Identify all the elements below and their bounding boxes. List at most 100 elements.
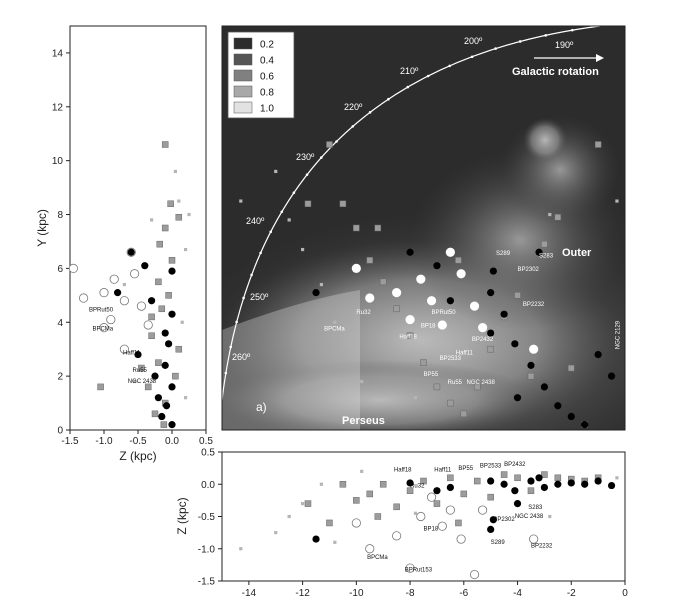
bottom-cluster-label: BP55 — [458, 466, 473, 472]
legend-label: 0.6 — [260, 72, 274, 83]
left-point-grey-square — [148, 332, 155, 339]
left-point-grey-square — [161, 141, 169, 148]
bottom-point-grey-square — [460, 490, 468, 498]
bottom-cluster-label: BPCMa — [367, 555, 388, 561]
bottom-point-grey-square — [366, 490, 374, 498]
bottom-point-open-circle — [416, 511, 426, 522]
main-point-filled-black — [527, 361, 535, 369]
main-cluster-label: NGC 2438 — [466, 380, 495, 386]
left-point-grey-square — [160, 421, 168, 428]
left-point-filled-black — [158, 412, 166, 421]
left-point-filled-black — [168, 267, 176, 275]
left-point-grey-square — [97, 383, 104, 391]
main-point-open-circle — [478, 323, 488, 333]
bottom-point-small-grey — [548, 514, 552, 519]
longitude-tick — [544, 34, 548, 37]
left-panel-marks — [68, 141, 191, 429]
left-point-grey-square — [168, 257, 176, 264]
main-point-small-grey — [615, 199, 619, 203]
main-point-open-circle — [529, 344, 539, 354]
outer-arm-label: Outer — [562, 247, 592, 259]
bottom-point-filled-black — [540, 483, 549, 492]
bottom-point-filled-black — [581, 480, 589, 488]
main-cluster-label: Haff11 — [456, 351, 474, 357]
bottom-ytick-label: 0.5 — [201, 448, 215, 459]
main-point-grey-square — [527, 372, 535, 380]
bottom-cluster-label: BP2432 — [504, 462, 526, 468]
left-ytick-label: 2 — [57, 372, 63, 383]
bottom-point-grey-square — [433, 500, 441, 507]
lon-190: 190º — [555, 40, 574, 50]
main-point-open-circle — [416, 274, 426, 284]
left-point-small-grey — [150, 218, 154, 222]
bottom-cluster-label: BPRut153 — [405, 567, 433, 573]
bottom-xtick-label: -12 — [295, 588, 310, 599]
main-point-grey-square — [487, 345, 494, 353]
left-point-open-circle — [130, 269, 140, 279]
bottom-point-filled-black — [607, 481, 616, 490]
bottom-point-grey-square — [527, 487, 535, 494]
main-point-filled-black — [500, 310, 508, 318]
left-ytick-label: 12 — [52, 102, 64, 113]
lon-230: 230º — [296, 152, 315, 162]
longitude-tick — [406, 85, 410, 89]
left-point-open-circle — [143, 320, 153, 330]
lon-240: 240º — [246, 216, 265, 226]
main-point-small-grey — [239, 199, 243, 203]
main-point-open-circle — [405, 314, 415, 325]
main-point-open-circle — [392, 288, 402, 298]
left-point-grey-square — [155, 359, 162, 366]
longitude-tick — [494, 47, 497, 50]
left-point-small-grey — [187, 212, 191, 217]
left-point-grey-square — [165, 292, 172, 299]
left-point-filled-black — [154, 394, 162, 402]
bottom-point-small-grey — [287, 514, 291, 519]
bottom-point-filled-black — [406, 479, 414, 487]
left-ytick-label: 0 — [57, 426, 63, 437]
longitude-ticks — [224, 28, 574, 375]
main-cluster-label: Ru32 — [356, 310, 371, 316]
left-ytick-label: 6 — [57, 264, 63, 275]
left-point-small-grey — [173, 169, 177, 174]
main-cluster-label: BP2232 — [523, 302, 545, 308]
left-cluster-label: Ru55 — [133, 368, 148, 374]
main-point-filled-black — [535, 248, 543, 256]
main-panel-frame — [221, 25, 626, 431]
left-point-small-grey — [180, 320, 184, 324]
main-point-grey-square — [594, 141, 602, 148]
bottom-point-open-circle — [405, 563, 415, 573]
bottom-point-grey-square — [326, 519, 333, 527]
left-ylabel: Y (kpc) — [35, 209, 49, 247]
main-point-filled-black — [513, 394, 522, 402]
perseus-arm-label: Perseus — [342, 415, 385, 427]
main-point-grey-square — [326, 141, 333, 148]
left-xtick-label: 0.0 — [165, 436, 179, 447]
bottom-xtick-label: -4 — [513, 588, 522, 599]
bottom-point-open-circle — [437, 521, 447, 531]
bottom-point-grey-square — [393, 503, 400, 511]
left-point-filled-black — [168, 310, 176, 318]
main-point-filled-black — [594, 350, 602, 359]
bottom-point-open-circle — [445, 505, 455, 515]
main-point-small-grey — [548, 212, 552, 217]
bottom-cluster-label: Ru32 — [410, 483, 425, 489]
lon-220: 220º — [344, 102, 363, 112]
longitude-tick — [235, 320, 238, 324]
bottom-point-open-circle — [456, 534, 466, 544]
main-cluster-label: Ru55 — [448, 380, 463, 386]
main-point-open-circle — [469, 301, 480, 311]
main-point-filled-black — [554, 402, 562, 410]
bottom-point-filled-black — [527, 477, 535, 485]
left-point-open-circle — [119, 344, 130, 354]
bottom-point-grey-square — [406, 487, 414, 494]
bottom-point-grey-square — [500, 471, 508, 478]
left-point-filled-black — [148, 297, 156, 305]
bottom-point-filled-black — [567, 479, 575, 487]
left-cluster-label: BPRut50 — [89, 307, 114, 313]
main-cluster-label: BPCMa — [324, 326, 345, 332]
main-panel: 0.2 0.4 0.6 0.8 1.0 190º 200º 210º 220º 230º… — [221, 25, 626, 431]
main-point-filled-black — [489, 267, 497, 275]
bottom-point-filled-black — [487, 477, 495, 485]
bottom-point-small-grey — [360, 469, 364, 473]
left-point-grey-square — [167, 200, 174, 208]
